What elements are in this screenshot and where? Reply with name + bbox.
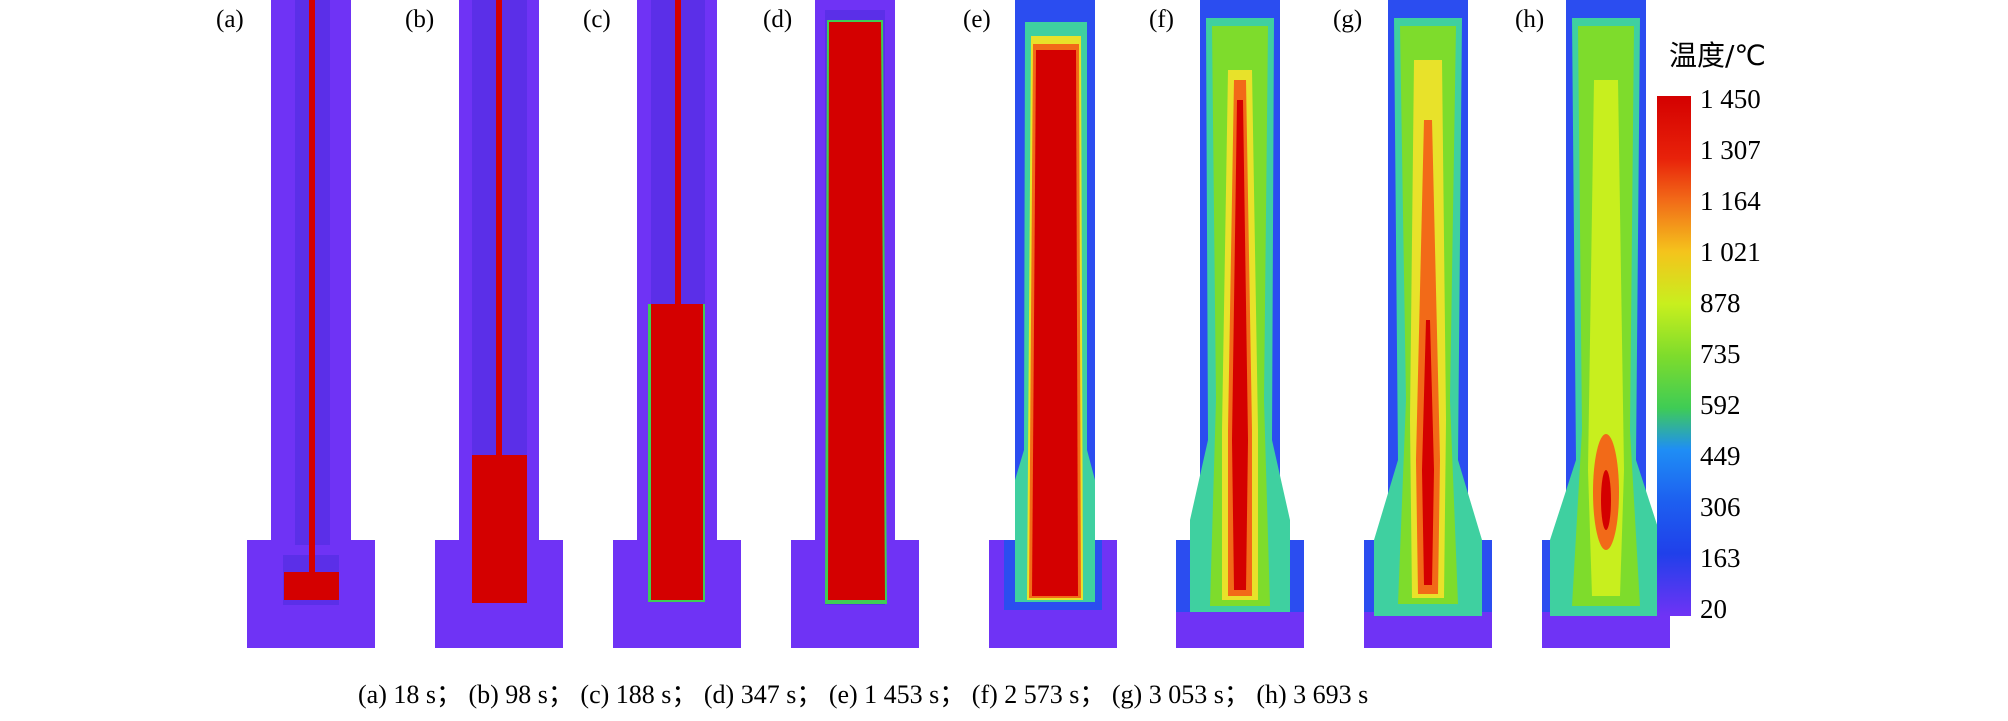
sprue-channel (309, 0, 315, 572)
panel-label-e: (e) (963, 6, 991, 33)
metal-core (828, 22, 885, 600)
colorbar-tick: 306 (1700, 492, 1741, 522)
panel-c (613, 0, 741, 648)
sprue-channel (675, 0, 681, 310)
panel-label-h: (h) (1515, 6, 1545, 33)
metal-pool (651, 304, 703, 600)
colorbar-tick: 592 (1700, 390, 1741, 420)
colorbar-tick: 449 (1700, 441, 1741, 471)
mold-base-outer (1364, 612, 1492, 648)
panel-label-d: (d) (763, 6, 793, 33)
colorbar-tick: 878 (1700, 288, 1741, 318)
sprue-channel (496, 0, 502, 460)
colorbar-tick: 20 (1700, 594, 1727, 624)
colorbar-tick: 735 (1700, 339, 1741, 369)
colorbar-tick: 1 164 (1700, 186, 1761, 216)
panel-label-a: (a) (216, 6, 244, 33)
colorbar-tick: 1 307 (1700, 135, 1761, 165)
colorbar-tick: 1 450 (1700, 84, 1761, 114)
panel-h (1542, 0, 1670, 648)
zone-red (1601, 470, 1611, 530)
zone-red (1422, 320, 1434, 585)
panel-label-b: (b) (405, 6, 435, 33)
metal-pool (284, 572, 339, 600)
colorbar-tick: 1 021 (1700, 237, 1761, 267)
panel-g (1364, 0, 1492, 648)
colorbar-tick: 163 (1700, 543, 1741, 573)
figure-caption: (a) 18 s； (b) 98 s； (c) 188 s； (d) 347 s… (358, 680, 1369, 709)
panel-f (1176, 0, 1304, 648)
mold-base-outer (1542, 612, 1670, 648)
panel-b (435, 0, 563, 648)
colorbar-title: 温度/℃ (1669, 39, 1766, 72)
colorbar-gradient (1657, 96, 1691, 616)
panel-label-c: (c) (583, 6, 611, 33)
mold-base-outer (1176, 612, 1304, 648)
panel-label-g: (g) (1333, 6, 1363, 33)
panel-e (989, 0, 1117, 648)
panel-label-f: (f) (1149, 6, 1174, 33)
colorbar (1657, 96, 1691, 616)
zone-red (1232, 100, 1248, 590)
panel-a (247, 0, 375, 648)
zone-red (1032, 50, 1078, 596)
panel-d (791, 0, 919, 648)
metal-pool (472, 455, 527, 603)
